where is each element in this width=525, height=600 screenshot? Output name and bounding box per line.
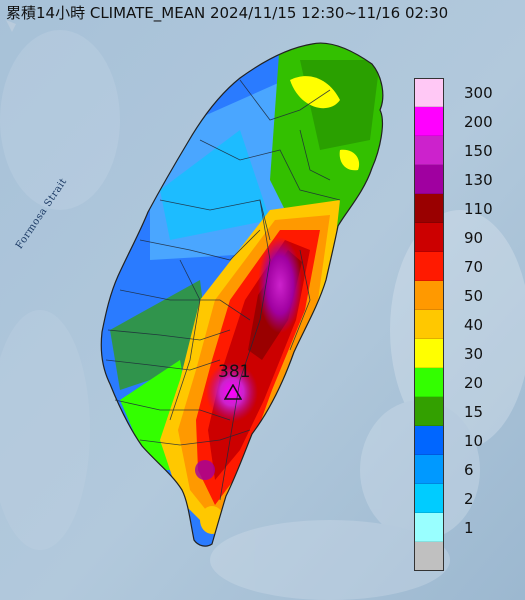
legend-swatch (414, 165, 444, 194)
legend-swatch (414, 484, 444, 513)
legend-swatch (414, 310, 444, 339)
island-outline (100, 42, 384, 547)
legend-swatch (414, 397, 444, 426)
legend-swatch (414, 339, 444, 368)
legend-label: 50 (464, 287, 484, 305)
islet (6, 20, 16, 32)
legend-label: 30 (464, 345, 484, 363)
legend-swatch (414, 426, 444, 455)
triangle-marker-icon (224, 384, 242, 400)
legend-swatch (414, 223, 444, 252)
peak-rainfall-value: 381 (218, 362, 251, 382)
legend-swatch (414, 513, 444, 542)
legend-swatch (414, 136, 444, 165)
legend-swatch (414, 252, 444, 281)
legend-label: 2 (464, 490, 474, 508)
legend-swatch (414, 281, 444, 310)
legend-swatch (414, 542, 444, 571)
legend-label: 1 (464, 519, 474, 537)
legend-label: 150 (464, 142, 493, 160)
legend-label: 70 (464, 258, 484, 276)
legend-label: 20 (464, 374, 484, 392)
legend-label: 300 (464, 84, 493, 102)
legend-label: 40 (464, 316, 484, 334)
district-boundaries (105, 79, 341, 501)
legend-swatch (414, 107, 444, 136)
legend-swatch (414, 78, 444, 107)
legend-label: 15 (464, 403, 484, 421)
legend-label: 6 (464, 461, 474, 479)
legend-swatch (414, 368, 444, 397)
legend-label: 130 (464, 171, 493, 189)
legend-swatch (414, 455, 444, 484)
legend-label: 10 (464, 432, 484, 450)
map-title: 累積14小時 CLIMATE_MEAN 2024/11/15 12:30~11/… (6, 4, 449, 22)
legend-label: 90 (464, 229, 484, 247)
legend-swatch (414, 194, 444, 223)
legend-label: 200 (464, 113, 493, 131)
legend-label: 110 (464, 200, 493, 218)
